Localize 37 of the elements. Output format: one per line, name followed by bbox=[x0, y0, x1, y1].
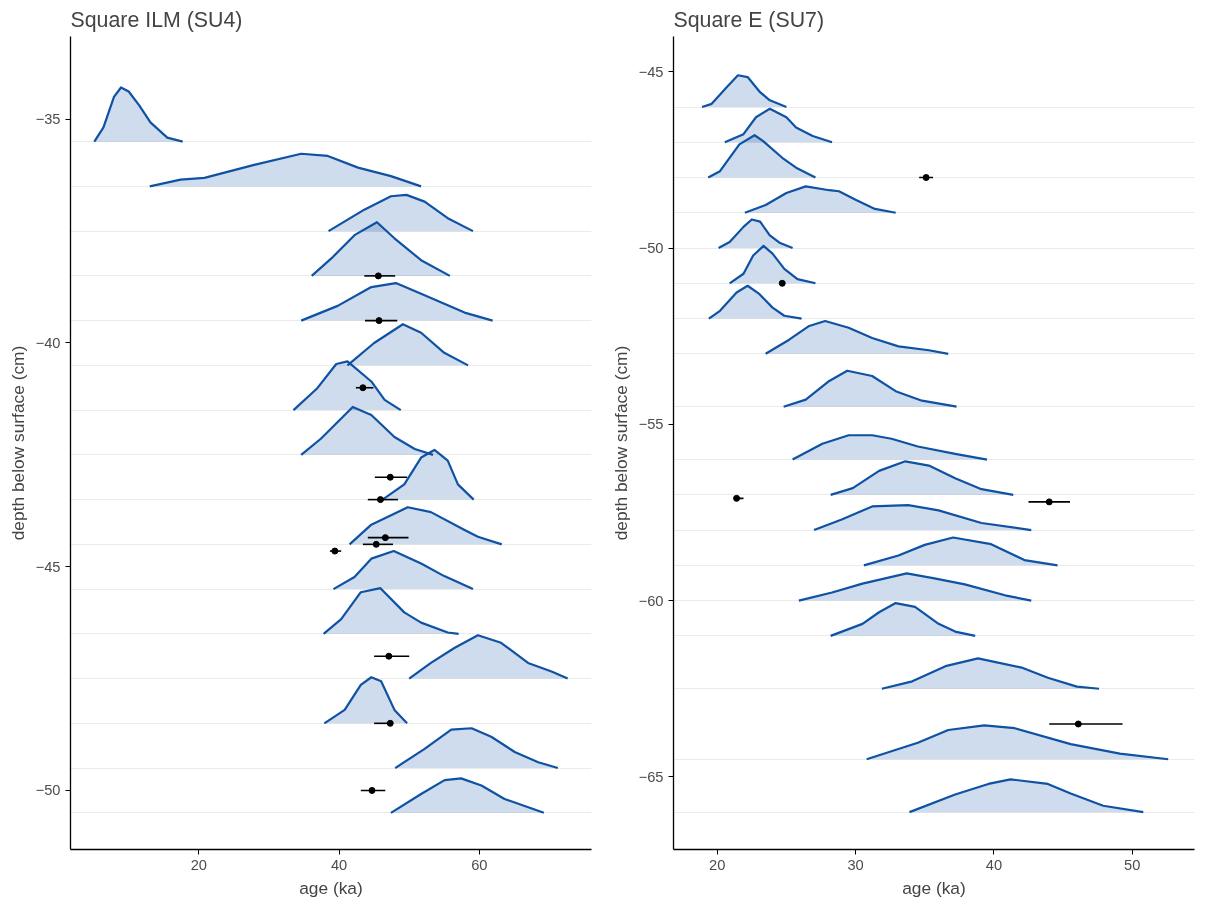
y-tick-label: −45 bbox=[35, 558, 61, 575]
point bbox=[386, 719, 394, 727]
chart-title: Square E (SU7) bbox=[673, 7, 825, 32]
y-axis-title: depth below surface (cm) bbox=[7, 345, 28, 541]
x-tick-label: 40 bbox=[985, 856, 1003, 873]
x-tick-label: 50 bbox=[1124, 856, 1141, 873]
point bbox=[372, 540, 380, 548]
y-tick-label: −55 bbox=[638, 416, 664, 433]
x-tick-label: 30 bbox=[847, 856, 864, 873]
y-tick-label: −65 bbox=[638, 768, 664, 785]
y-tick-label: −35 bbox=[35, 111, 61, 128]
point bbox=[385, 652, 393, 660]
y-axis-title: depth below surface (cm) bbox=[610, 345, 631, 541]
x-tick-label: 40 bbox=[330, 856, 348, 873]
point bbox=[376, 496, 384, 504]
y-tick-label: −45 bbox=[638, 63, 664, 80]
x-tick-label: 20 bbox=[709, 856, 726, 873]
y-tick-label: −50 bbox=[638, 240, 664, 257]
point bbox=[733, 494, 741, 502]
y-tick-label: −40 bbox=[35, 335, 61, 351]
x-tick-label: 20 bbox=[190, 856, 207, 873]
x-axis-title: age (ka) bbox=[902, 877, 966, 898]
point bbox=[922, 174, 930, 182]
point bbox=[359, 384, 367, 392]
point bbox=[381, 534, 389, 542]
point bbox=[374, 272, 382, 280]
point bbox=[368, 786, 376, 794]
point bbox=[375, 317, 383, 325]
chart-title: Square ILM (SU4) bbox=[70, 7, 243, 32]
point bbox=[1074, 720, 1082, 728]
point bbox=[1045, 498, 1053, 506]
y-tick-label: −60 bbox=[638, 592, 664, 609]
y-tick-label: −50 bbox=[35, 782, 61, 799]
x-axis-title: age (ka) bbox=[299, 877, 363, 898]
point bbox=[778, 279, 786, 287]
x-tick-label: 60 bbox=[471, 856, 488, 873]
point bbox=[386, 473, 394, 481]
